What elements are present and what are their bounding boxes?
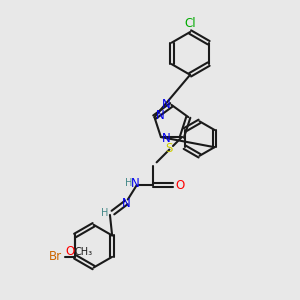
Text: H: H: [125, 178, 132, 188]
Text: N: N: [162, 132, 171, 145]
Text: O: O: [65, 245, 74, 258]
Text: H: H: [101, 208, 108, 218]
Text: N: N: [155, 109, 164, 122]
Text: N: N: [122, 197, 131, 211]
Text: CH₃: CH₃: [74, 247, 92, 257]
Text: N: N: [162, 98, 170, 111]
Text: Br: Br: [49, 250, 62, 263]
Text: Cl: Cl: [184, 17, 196, 30]
Text: O: O: [175, 179, 184, 192]
Text: N: N: [131, 177, 140, 190]
Text: S: S: [166, 142, 173, 155]
